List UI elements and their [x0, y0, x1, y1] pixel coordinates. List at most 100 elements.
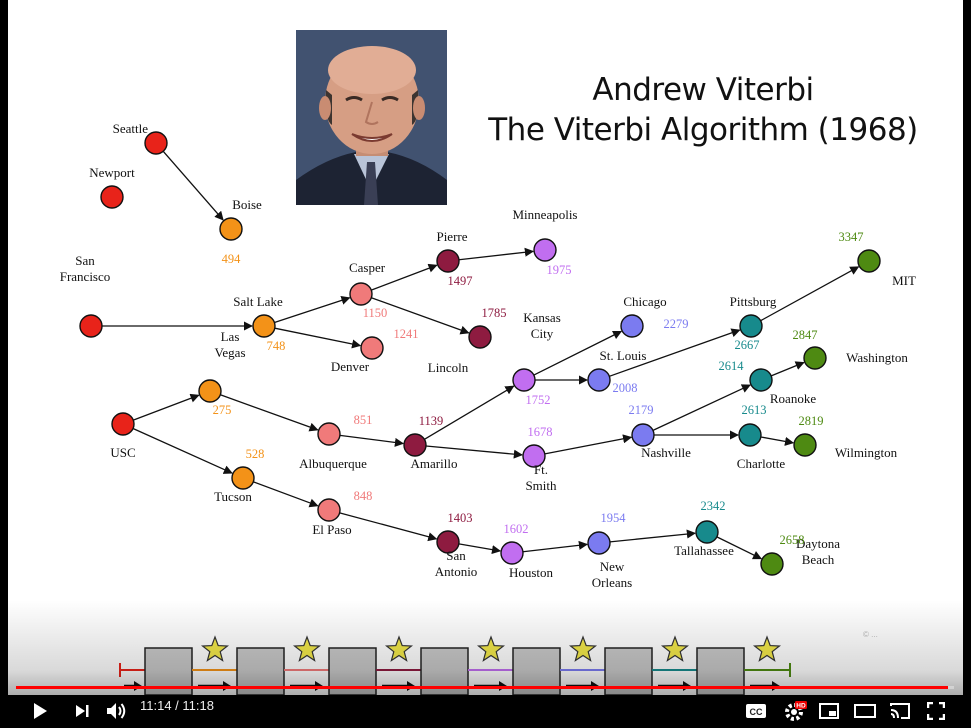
node-roanoke: [749, 368, 773, 392]
edge-sanantonio-houston: [458, 543, 502, 555]
label-amarillo: Amarillo: [411, 456, 458, 471]
edge-tucson-elpaso: [253, 481, 319, 508]
node-usc: [111, 412, 135, 436]
progress-played: [16, 686, 949, 689]
distance-tucson: 528: [246, 447, 265, 461]
hd-badge: HD: [796, 703, 806, 710]
edge-albuquerque-amarillo: [339, 434, 404, 447]
node-tucson: [231, 466, 255, 490]
label-usc: USC: [110, 445, 135, 460]
label-kansascity: Kansas City: [523, 310, 561, 341]
svg-text:CC: CC: [750, 707, 763, 717]
node-newport: [100, 185, 124, 209]
theater-icon[interactable]: [852, 694, 878, 728]
node-neworleans: [587, 531, 611, 555]
node-charlotte: [738, 423, 762, 447]
node-stlouis: [587, 368, 611, 392]
distance-tallahassee: 2342: [701, 499, 726, 513]
edge-seattle-boise: [162, 150, 224, 221]
node-minneapolis: [533, 238, 557, 262]
volume-icon[interactable]: [103, 694, 131, 728]
distance-wilmington: 2819: [799, 414, 824, 428]
label-charlotte: Charlotte: [737, 456, 786, 471]
node-kansascity: [512, 368, 536, 392]
distance-charlotte: 2613: [742, 403, 767, 417]
node-seattle: [144, 131, 168, 155]
distance-mit: 3347: [839, 230, 864, 244]
edge-amarillo-kansascity: [424, 385, 515, 440]
node-albuquerque: [317, 422, 341, 446]
label-stlouis: St. Louis: [600, 348, 647, 363]
edge-charlotte-wilmington: [760, 436, 795, 446]
node-chicago: [620, 314, 644, 338]
edge-amarillo-ftsmith: [425, 445, 523, 459]
label-mit: MIT: [892, 273, 916, 288]
video-frame[interactable]: Andrew Viterbi The Viterbi Algorithm (19…: [8, 0, 963, 695]
distance-boise: 494: [222, 252, 242, 266]
node-nashville: [631, 423, 655, 447]
node-ftsmith: [522, 444, 546, 468]
distance-chicago: 2279: [664, 317, 689, 331]
label-neworleans: New Orleans: [592, 559, 632, 590]
node-denver: [360, 336, 384, 360]
distance-stlouis: 2008: [613, 381, 638, 395]
slide-title: Andrew Viterbi The Viterbi Algorithm (19…: [468, 70, 938, 150]
distance-houston: 1602: [504, 522, 529, 536]
distance-sanantonio: 1403: [448, 511, 473, 525]
distance-amarillo: 1139: [419, 414, 444, 428]
cast-icon[interactable]: [886, 694, 914, 728]
label-roanoke: Roanoke: [770, 391, 816, 406]
distance-denver: 1241: [394, 327, 419, 341]
label-sanantonio: San Antonio: [435, 548, 478, 579]
distance-kansascity: 1752: [526, 393, 551, 407]
node-houston: [500, 541, 524, 565]
label-tucson: Tucson: [214, 489, 252, 504]
label-daytonabeach: Daytona Beach: [796, 536, 840, 567]
controls-gradient: [0, 600, 971, 728]
settings-icon[interactable]: HD: [780, 694, 810, 728]
node-boise: [219, 217, 243, 241]
miniplayer-icon[interactable]: [816, 694, 842, 728]
edge-tallahassee-daytonabeach: [716, 536, 763, 560]
node-wilmington: [793, 433, 817, 457]
progress-bar[interactable]: [16, 686, 954, 689]
edge-houston-neworleans: [522, 540, 588, 553]
node-lincoln: [468, 325, 492, 349]
label-newport: Newport: [89, 165, 135, 180]
distance-neworleans: 1954: [601, 511, 627, 525]
label-albuquerque: Albuquerque: [299, 456, 367, 471]
distance-lasvegas: 275: [213, 403, 232, 417]
node-daytonabeach: [760, 552, 784, 576]
fullscreen-icon[interactable]: [922, 694, 950, 728]
edge-usc-tucson: [132, 427, 233, 474]
distance-roanoke: 2614: [719, 359, 745, 373]
edge-nashville-roanoke: [652, 384, 751, 431]
play-icon[interactable]: [26, 694, 54, 728]
label-sanfrancisco: San Francisco: [60, 253, 111, 284]
edge-neworleans-tallahassee: [609, 529, 696, 543]
edge-roanoke-washington: [770, 361, 805, 377]
label-pittsburg: Pittsburg: [730, 294, 777, 309]
next-icon[interactable]: [68, 694, 96, 728]
distance-minneapolis: 1975: [547, 263, 572, 277]
label-lincoln: Lincoln: [428, 360, 469, 375]
distance-pierre: 1497: [448, 274, 473, 288]
label-lasvegas: Las Vegas: [214, 329, 245, 360]
route-graph: Seattle Newport Boise 494 San Francisco Salt L…: [60, 121, 916, 590]
label-ftsmith: Ft. Smith: [525, 462, 557, 493]
cc-icon[interactable]: CC: [742, 694, 770, 728]
label-denver: Denver: [331, 359, 370, 374]
label-elpaso: El Paso: [312, 522, 351, 537]
node-mit: [857, 249, 881, 273]
label-nashville: Nashville: [641, 445, 691, 460]
edge-saltlake-casper: [274, 296, 351, 324]
edge-casper-lincoln: [371, 297, 470, 335]
node-sanantonio: [436, 530, 460, 554]
node-pittsburg: [739, 314, 763, 338]
distance-albuquerque: 851: [354, 413, 373, 427]
distance-washington: 2847: [793, 328, 818, 342]
node-tallahassee: [695, 520, 719, 544]
edge-ftsmith-nashville: [544, 434, 633, 455]
distance-daytonabeach: 2658: [780, 533, 805, 547]
viterbi-portrait: [296, 30, 447, 205]
